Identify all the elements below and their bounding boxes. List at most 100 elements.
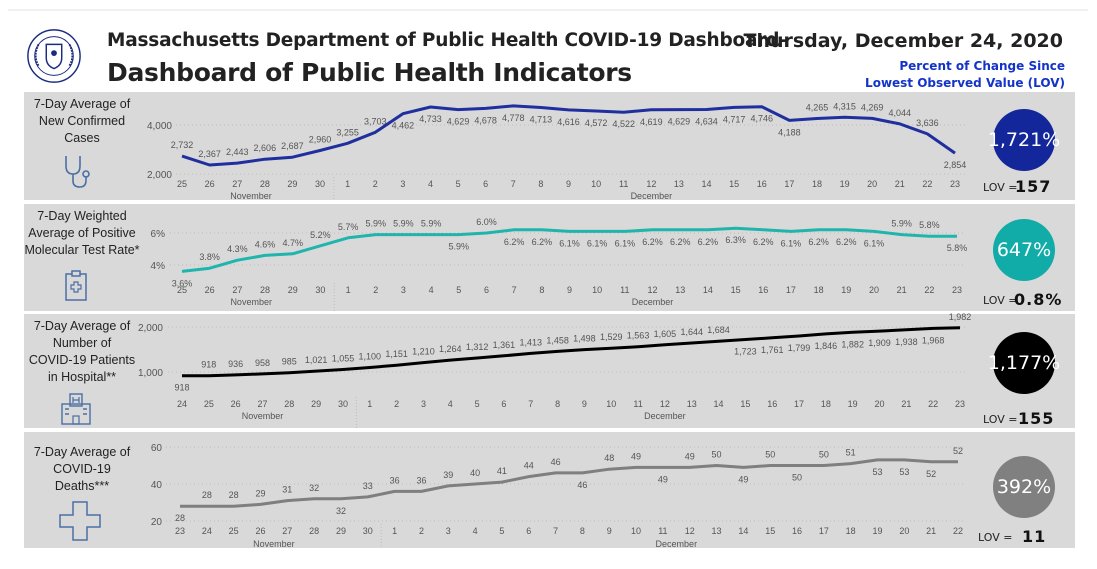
- data-label: 52: [953, 446, 963, 456]
- x-tick-label: 4: [428, 179, 433, 189]
- hospital-panel-label: 7-Day Average of Number of COVID-19 Pati…: [24, 318, 140, 386]
- data-label: 1,151: [385, 349, 408, 359]
- data-label: 6.1%: [587, 238, 608, 248]
- data-label: 50: [712, 450, 722, 460]
- month-label: December: [632, 297, 674, 307]
- data-label: 6.1%: [615, 238, 636, 248]
- data-label: 1,563: [627, 331, 650, 341]
- data-label: 1,458: [546, 335, 569, 345]
- x-tick-label: 27: [232, 179, 242, 189]
- data-label: 2,687: [281, 141, 304, 151]
- data-label: 53: [899, 467, 909, 477]
- x-tick-label: 22: [953, 526, 963, 536]
- y-tick-label: 2,000: [147, 170, 172, 181]
- x-tick-label: 6: [483, 179, 488, 189]
- data-label: 39: [443, 470, 453, 480]
- y-tick-label: 4%: [151, 261, 166, 272]
- data-label: 2,854: [944, 160, 967, 170]
- y-tick-label: 2,000: [138, 323, 163, 334]
- data-label: 4,713: [530, 115, 553, 125]
- data-label: 4,462: [392, 121, 415, 131]
- data-label: 36: [416, 475, 426, 485]
- x-tick-label: 29: [287, 179, 297, 189]
- data-label: 4,044: [889, 108, 912, 118]
- data-label: 1,723: [734, 346, 757, 356]
- x-tick-label: 17: [794, 399, 804, 409]
- label-line: Molecular Test Rate*: [24, 243, 140, 257]
- x-tick-label: 2: [394, 399, 399, 409]
- data-label: 4.3%: [227, 244, 248, 254]
- x-tick-label: 22: [922, 179, 932, 189]
- deaths-panel-label: 7-Day Average of COVID-19 Deaths***: [24, 444, 140, 495]
- data-label: 5.9%: [393, 219, 414, 229]
- x-tick-label: 23: [952, 285, 962, 295]
- hospital-lov-value: 155: [1018, 409, 1055, 428]
- x-tick-label: 17: [819, 526, 829, 536]
- data-label: 49: [658, 474, 668, 484]
- x-tick-label: 14: [714, 399, 724, 409]
- data-label: 958: [255, 358, 270, 368]
- x-tick-label: 15: [740, 399, 750, 409]
- label-line: 7-Day Average of: [33, 97, 131, 111]
- data-label: 1,498: [573, 334, 596, 344]
- data-label: 1,882: [841, 339, 864, 349]
- data-label: 1,982: [949, 312, 972, 322]
- x-tick-label: 28: [309, 526, 319, 536]
- top-divider: [8, 9, 1088, 11]
- data-label: 41: [497, 466, 507, 476]
- x-tick-label: 7: [553, 526, 558, 536]
- x-tick-label: 25: [177, 179, 187, 189]
- data-label: 53: [873, 467, 883, 477]
- positivity-panel-label: 7-Day Weighted Average of Positive Molec…: [24, 208, 140, 259]
- data-label: 6.0%: [476, 217, 497, 227]
- x-tick-label: 28: [260, 285, 270, 295]
- data-label: 3.8%: [199, 252, 220, 262]
- data-label: 6.3%: [725, 235, 746, 245]
- x-tick-label: 29: [288, 285, 298, 295]
- x-tick-label: 12: [660, 399, 670, 409]
- x-tick-label: 23: [950, 179, 960, 189]
- data-label: 46: [577, 480, 587, 490]
- x-tick-label: 11: [619, 179, 628, 189]
- x-tick-label: 18: [846, 526, 856, 536]
- x-tick-label: 20: [867, 179, 877, 189]
- x-tick-label: 3: [446, 526, 451, 536]
- cases-panel: [24, 92, 1075, 200]
- data-label: 4,315: [833, 101, 856, 111]
- percent-change-caption-line1: Percent of Change Since: [899, 59, 1065, 73]
- data-label: 6.2%: [836, 237, 857, 247]
- data-label: 5.9%: [421, 219, 442, 229]
- label-line: Number of: [52, 336, 112, 350]
- dashboard-subtitle: Dashboard of Public Health Indicators: [107, 58, 632, 87]
- data-label: 6.2%: [698, 237, 719, 247]
- data-label: 936: [228, 359, 243, 369]
- data-label: 4,717: [723, 114, 746, 124]
- data-label: 4,634: [695, 116, 718, 126]
- month-label: November: [253, 539, 295, 549]
- x-tick-label: 17: [784, 179, 794, 189]
- series-line: [181, 104, 956, 167]
- data-label: 36: [390, 475, 400, 485]
- x-tick-label: 16: [757, 179, 767, 189]
- x-tick-label: 21: [895, 179, 905, 189]
- data-label: 50: [792, 473, 802, 483]
- data-label: 4,269: [861, 102, 884, 112]
- clipboard-icon: [65, 270, 87, 301]
- x-tick-label: 28: [284, 399, 294, 409]
- x-tick-label: 1: [367, 399, 372, 409]
- cases-lov-label: LOV =: [983, 181, 1018, 194]
- x-tick-label: 7: [511, 179, 516, 189]
- report-date: Thursday, December 24, 2020: [743, 30, 1063, 52]
- x-tick-label: 12: [646, 179, 656, 189]
- x-tick-label: 19: [873, 526, 883, 536]
- deaths-panel: [24, 432, 1075, 548]
- x-tick-label: 5: [456, 285, 461, 295]
- x-tick-label: 1: [345, 179, 350, 189]
- x-tick-label: 5: [475, 399, 480, 409]
- x-tick-label: 27: [257, 399, 267, 409]
- data-label: 50: [765, 450, 775, 460]
- data-label: 2,367: [198, 149, 221, 159]
- data-label: 4,746: [750, 114, 773, 124]
- month-label: December: [631, 191, 673, 201]
- data-label: 985: [282, 357, 297, 367]
